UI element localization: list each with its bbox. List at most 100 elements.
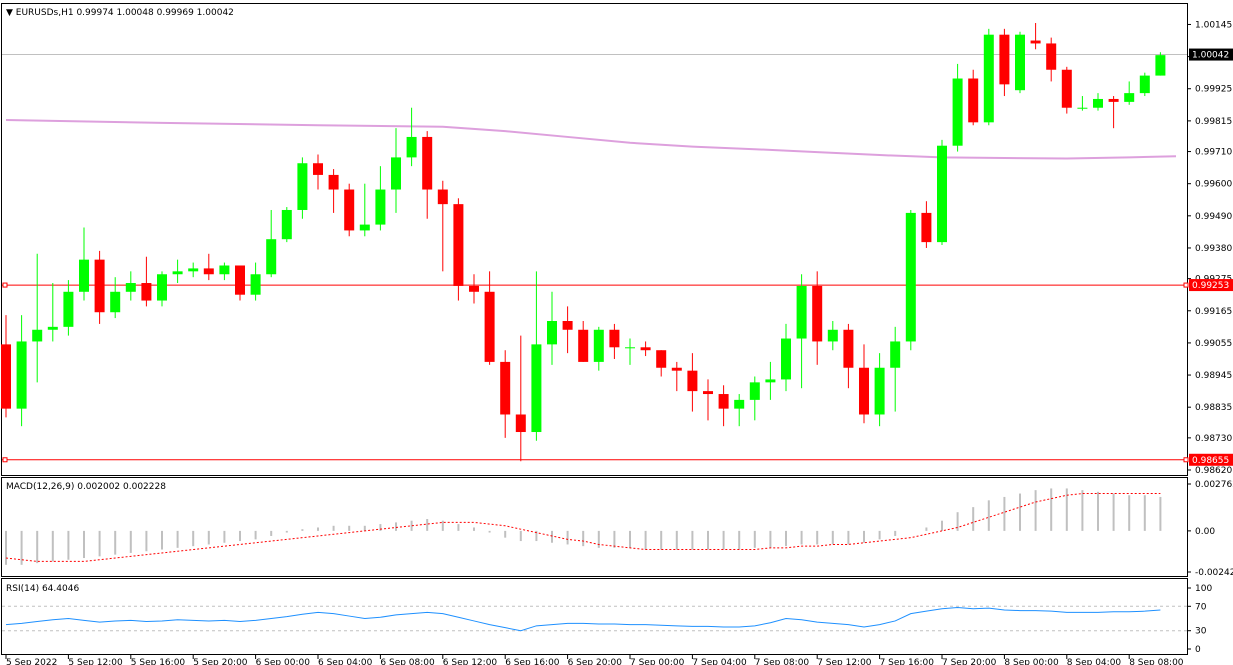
candle <box>500 350 511 438</box>
candle-body <box>469 285 479 292</box>
candle-body <box>937 145 947 243</box>
rsi-header: RSI(14) 64.4046 <box>6 584 79 594</box>
candle-body <box>983 34 994 123</box>
candle <box>235 265 245 301</box>
candle <box>609 323 620 359</box>
candle <box>391 128 401 213</box>
candle <box>812 271 823 365</box>
candle-body <box>1 344 11 409</box>
candle <box>344 183 355 237</box>
candle-body <box>515 414 526 433</box>
main-header: ▼ EURUSDs,H1 0.99974 1.00048 0.99969 1.0… <box>6 8 234 18</box>
x-tick-label: 6 Sep 20:00 <box>568 658 623 665</box>
y-tick-label: 0.99600 <box>1195 180 1232 190</box>
x-tick-label: 6 Sep 00:00 <box>256 658 311 665</box>
candle-body <box>219 265 230 275</box>
x-tick-label: 6 Sep 08:00 <box>380 658 435 665</box>
candle-body <box>905 212 916 342</box>
candle-body <box>297 163 308 210</box>
x-tick-label: 7 Sep 04:00 <box>692 658 747 665</box>
candle-body <box>859 367 869 415</box>
candle-body <box>562 321 573 330</box>
candle <box>469 274 479 304</box>
candle <box>703 379 713 421</box>
candle <box>578 321 589 362</box>
x-tick-label: 8 Sep 08:00 <box>1129 658 1184 665</box>
candle-body <box>1139 75 1150 94</box>
candle <box>1124 81 1135 105</box>
candle <box>562 306 573 354</box>
y-tick-label: 0.99055 <box>1195 339 1232 349</box>
candle <box>1093 93 1103 111</box>
candle <box>890 326 901 412</box>
candle <box>453 198 464 301</box>
candle <box>203 253 214 281</box>
main-price-layer <box>1 23 1189 463</box>
candle <box>718 385 729 427</box>
candle <box>921 201 932 248</box>
candle <box>1108 96 1119 129</box>
candle-body <box>952 78 963 146</box>
candle-body <box>1030 40 1041 44</box>
candle-body <box>157 274 167 301</box>
candle-body <box>1155 55 1166 76</box>
x-tick-label: 6 Sep 16:00 <box>505 658 560 665</box>
candle-body <box>671 367 682 371</box>
candle-body <box>531 344 542 433</box>
rsi-y-tick-label: 0 <box>1195 645 1201 655</box>
candle <box>734 394 745 427</box>
candle <box>250 262 261 301</box>
candle <box>1030 23 1041 50</box>
candle <box>687 353 698 412</box>
candle-body <box>640 347 651 351</box>
candle-body <box>1061 69 1072 108</box>
candle-body <box>266 239 277 275</box>
rsi-y-tick-label: 30 <box>1195 627 1207 637</box>
y-tick-label: 0.98945 <box>1195 371 1232 381</box>
candle <box>1139 72 1150 97</box>
candle <box>1 315 11 418</box>
x-tick-label: 7 Sep 12:00 <box>817 658 872 665</box>
candle <box>781 323 791 392</box>
y-tick-label: 1.00145 <box>1195 20 1232 30</box>
macd-header: MACD(12,26,9) 0.002002 0.002228 <box>6 482 166 492</box>
candle <box>110 277 121 319</box>
candle <box>671 361 682 392</box>
candle <box>1061 66 1072 114</box>
candle-body <box>718 394 729 409</box>
candle-body <box>63 291 74 327</box>
candle <box>983 28 994 126</box>
candle-body <box>32 329 43 342</box>
candle-body <box>125 283 136 292</box>
candle-body <box>968 78 979 123</box>
candle-body <box>47 326 58 330</box>
candle-body <box>625 347 635 349</box>
candle-body <box>749 382 760 400</box>
macd-signal-line <box>5 493 1161 562</box>
candle-body <box>593 329 604 362</box>
candle-body <box>359 224 370 231</box>
level-price-label-box <box>1189 453 1233 466</box>
candle-body <box>1093 98 1103 108</box>
candle-body <box>609 329 620 348</box>
level-price-label: 0.99253 <box>1192 281 1229 291</box>
macd-panel-frame <box>1 477 1188 577</box>
candle-body <box>1077 107 1088 109</box>
current-price-label: 1.00042 <box>1192 51 1229 61</box>
candle <box>827 321 838 351</box>
macd-layer <box>5 488 1162 565</box>
candle-body <box>235 265 245 295</box>
candle-body <box>391 157 401 190</box>
candle-body <box>843 329 854 368</box>
candle-body <box>453 204 464 286</box>
candle-body <box>781 338 791 380</box>
y-tick-label: 0.99710 <box>1195 148 1232 158</box>
level-anchor-left <box>2 457 8 463</box>
axis-layer: 1.001451.000350.999250.998150.997100.996… <box>5 20 1233 665</box>
candle <box>313 154 323 190</box>
candle-body <box>1046 43 1057 70</box>
candle <box>547 291 557 365</box>
candle-body <box>999 34 1010 85</box>
x-tick-label: 8 Sep 04:00 <box>1067 658 1122 665</box>
candle-body <box>1124 93 1135 102</box>
